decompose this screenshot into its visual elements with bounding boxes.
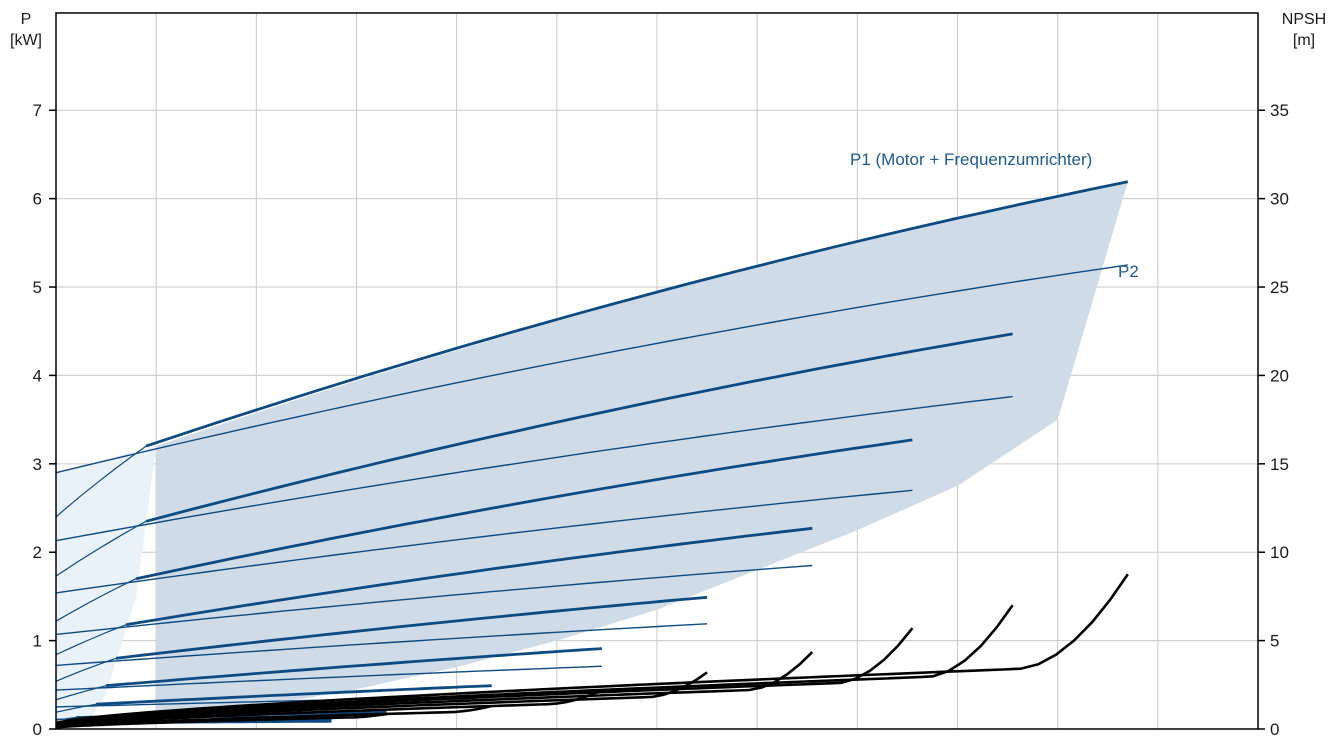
- p1-annotation: P1 (Motor + Frequenzumrichter): [850, 150, 1092, 169]
- p1-curve-extension: [55, 716, 77, 721]
- right-tick-label: 5: [1270, 632, 1279, 651]
- p1-curve-extension: [55, 685, 107, 701]
- right-tick-label: 25: [1270, 278, 1289, 297]
- p1-curve-extension: [55, 657, 117, 682]
- left-tick-label: 2: [33, 543, 42, 562]
- p1-curve-extension: [55, 624, 127, 656]
- right-tick-label: 30: [1270, 190, 1289, 209]
- p1-curve: [125, 526, 813, 627]
- left-tick-label: 5: [33, 278, 42, 297]
- right-tick-label: 0: [1270, 720, 1279, 736]
- npsh-curves: [55, 573, 1129, 729]
- right-tick-label: 35: [1270, 101, 1289, 120]
- right-axis-title-line1: NPSH: [1282, 11, 1326, 28]
- axes: 0 1 2 3 4 5 6 7 0 5 10 15 20 25 30 35: [33, 12, 1289, 736]
- npsh-curve: [55, 688, 603, 728]
- p1-curve-extension: [55, 445, 147, 518]
- left-axis-title-line1: P: [21, 11, 32, 28]
- p1-curve: [115, 595, 708, 660]
- right-tick-label: 10: [1270, 543, 1289, 562]
- plot-frame: [55, 12, 1259, 730]
- p2-curve: [55, 623, 708, 667]
- p1-curve-extension: [55, 578, 137, 622]
- p2-annotation: P2: [1118, 262, 1139, 281]
- p2-curve: [55, 665, 602, 691]
- p1-curve: [135, 438, 913, 581]
- p1-curve: [105, 647, 602, 688]
- left-tick-label: 4: [33, 366, 42, 385]
- right-axis-title-line2: [m]: [1293, 32, 1315, 49]
- right-tick-label: 15: [1270, 455, 1289, 474]
- right-tick-label: 20: [1270, 366, 1289, 385]
- npsh-curve: [55, 627, 914, 726]
- p1-curve: [96, 684, 492, 706]
- npsh-curve: [55, 712, 387, 729]
- left-tick-label: 0: [33, 720, 42, 736]
- npsh-curve: [55, 651, 814, 726]
- p2-curve: [55, 395, 1013, 542]
- left-axis-title-line2: [kW]: [10, 32, 42, 49]
- left-tick-label: 3: [33, 455, 42, 474]
- npsh-curve: [55, 671, 708, 727]
- p1-curve: [145, 180, 1129, 448]
- extension-area: [56, 446, 157, 728]
- p1-curve-extension: [55, 520, 147, 577]
- p2-curve: [55, 564, 813, 636]
- p1-curve-extension: [55, 703, 97, 713]
- left-tick-label: 7: [33, 101, 42, 120]
- left-tick-label: 1: [33, 632, 42, 651]
- left-tick-label: 6: [33, 190, 42, 209]
- p2-curve: [55, 264, 1128, 474]
- p2-curve: [55, 489, 913, 594]
- p1-curve: [145, 332, 1013, 523]
